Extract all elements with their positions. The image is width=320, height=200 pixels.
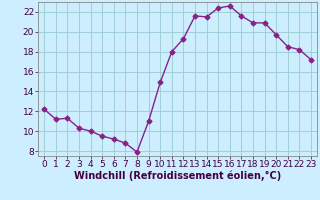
X-axis label: Windchill (Refroidissement éolien,°C): Windchill (Refroidissement éolien,°C) xyxy=(74,171,281,181)
